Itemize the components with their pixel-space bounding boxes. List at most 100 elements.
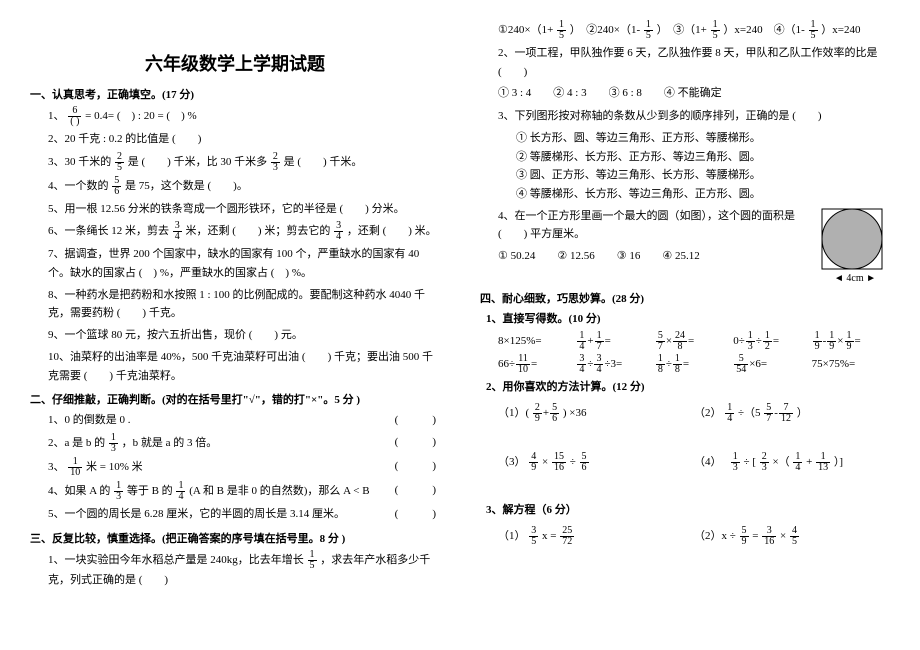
s2q4b: 等于 B 的: [127, 485, 173, 497]
frac-1-3b: 13: [114, 481, 123, 502]
frac-1-10: 110: [68, 457, 82, 478]
q3b: 是 ( ) 千米，比 30 千米多: [128, 156, 267, 168]
frac-3-4b: 34: [334, 221, 343, 242]
s2q2b: ，b 就是 a 的 3 倍。: [122, 437, 218, 449]
c2a: 66÷1110=: [498, 354, 576, 375]
exam-page: 六年级数学上学期试题 一、认真思考，正确填空。(17 分) 1、 6( ) = …: [30, 20, 890, 592]
q1-prefix: 1、: [48, 110, 65, 122]
section-1-heading: 一、认真思考，正确填空。(17 分): [30, 86, 440, 102]
p3a: （3）: [498, 456, 526, 468]
q8: 8、一种药水是把药粉和水按照 1 : 100 的比例配成的。要配制这种药水 40…: [48, 286, 440, 323]
p2a: （2）: [694, 407, 722, 419]
s2q3a: 3、: [48, 461, 65, 473]
p2b: ÷（5: [738, 407, 761, 419]
frac-1-4: 14: [176, 481, 185, 502]
paren1: ( ): [395, 411, 440, 430]
p4c: ×（: [772, 456, 789, 468]
c1c: 57×248=: [655, 331, 733, 352]
s2q1t: 1、0 的倒数是 0 .: [48, 414, 131, 426]
eq-pair: （1） 35 x = 2572 （2）x ÷ 59 = 316 × 45: [498, 526, 890, 547]
section-4-heading: 四、耐心细致，巧思妙算。(28 分): [480, 290, 890, 306]
circle-dim: ◄ 4cm ►: [820, 273, 890, 284]
section-3-heading: 三、反复比较，慎重选择。(把正确答案的序号填在括号里。8 分 ): [30, 530, 440, 546]
c2b: 34÷34÷3=: [576, 354, 654, 375]
p3: （3） 49 × 1516 ÷ 56: [498, 452, 694, 473]
s3q3b: ② 等腰梯形、长方形、正方形、等边三角形、圆。: [516, 148, 890, 167]
q6a: 6、一条绳长 12 米，剪去: [48, 225, 169, 237]
paren2: ( ): [395, 433, 440, 452]
q4a: 4、一个数的: [48, 180, 109, 192]
p4e: ）]: [834, 456, 843, 468]
c2e: 75×75%=: [812, 354, 890, 375]
c2d: 554×6=: [733, 354, 811, 375]
s3q1: 1、一块实验田今年水稻总产量是 240kg，比去年增长 15 ，求去年产水稻多少…: [48, 550, 440, 590]
q4b: 是 75，这个数是 ( )。: [125, 180, 248, 192]
p3c: ÷: [570, 456, 576, 468]
s3q3c: ③ 圆、正方形、等边三角形、长方形、等腰梯形。: [516, 166, 890, 185]
s2q4a: 4、如果 A 的: [48, 485, 110, 497]
p1a: （1）(: [498, 407, 529, 419]
p2c: ）: [797, 407, 808, 419]
calc-row-1: 8×125%= 14+17= 57×248= 0÷13÷12= 19-19×19…: [498, 331, 890, 352]
eq2: （2）x ÷ 59 = 316 × 45: [694, 526, 890, 547]
c1a: 8×125%=: [498, 331, 576, 352]
s3q1-options: ①240×（1+ 15 ） ②240×（1- 15 ） ③（1+ 15 ）x=2…: [498, 20, 890, 41]
p3b: ×: [542, 456, 548, 468]
s4-sub3: 3、解方程（6 分）: [486, 501, 890, 520]
e2c: ×: [780, 530, 786, 542]
c2a-p: 66÷: [498, 358, 515, 370]
q3a: 3、30 千米的: [48, 156, 111, 168]
q6: 6、一条绳长 12 米，剪去 34 米，还剩 ( ) 米；剪去它的 34 ，还剩…: [48, 221, 440, 242]
circle-figure: ◄ 4cm ►: [820, 207, 890, 284]
c1d-p: 0÷: [733, 335, 745, 347]
frac-5-6: 56: [112, 176, 121, 197]
s4-sub1: 1、直接写得数。(10 分): [486, 310, 890, 329]
e2b: =: [752, 530, 758, 542]
frac-3-4a: 34: [173, 221, 182, 242]
paren5: ( ): [395, 505, 440, 524]
e2a: （2）x ÷: [694, 530, 736, 542]
s2q4: 4、如果 A 的 13 等于 B 的 14 (A 和 B 是非 0 的自然数)，…: [48, 481, 440, 502]
q2: 2、20 千克 : 0.2 的比值是 ( ): [48, 130, 440, 149]
o1c: ） ③（1+: [657, 24, 710, 36]
s2q3b: 米 = 10% 米: [86, 461, 143, 473]
q10: 10、油菜籽的出油率是 40%，500 千克油菜籽可出油 ( ) 千克；要出油 …: [48, 348, 440, 385]
left-column: 六年级数学上学期试题 一、认真思考，正确填空。(17 分) 1、 6( ) = …: [30, 20, 440, 592]
frac-2-5: 25: [115, 152, 124, 173]
s3q3d: ④ 等腰梯形、长方形、等边三角形、正方形、圆。: [516, 185, 890, 204]
calc-row-2: 66÷1110= 34÷34÷3= 18÷18= 554×6= 75×75%=: [498, 354, 890, 375]
s2q5t: 5、一个圆的周长是 6.28 厘米，它的半圆的周长是 3.14 厘米。: [48, 508, 345, 520]
p4d: +: [806, 456, 812, 468]
q6b: 米，还剩 ( ) 米；剪去它的: [186, 225, 331, 237]
s2q1: 1、0 的倒数是 0 . ( ): [48, 411, 440, 430]
o1e: ）x=240: [821, 24, 860, 36]
s3q3a: ① 长方形、圆、等边三角形、正方形、等腰梯形。: [516, 129, 890, 148]
s4-sub2: 2、用你喜欢的方法计算。(12 分): [486, 378, 890, 397]
paren4: ( ): [395, 481, 440, 500]
frac-1-5d: 15: [711, 20, 720, 41]
s2q4c: (A 和 B 是非 0 的自然数)，那么 A < B: [189, 485, 369, 497]
s3q1a: 1、一块实验田今年水稻总产量是 240kg，比去年增长: [48, 554, 304, 566]
q4: 4、一个数的 56 是 75，这个数是 ( )。: [48, 176, 440, 197]
q3c: 是 ( ) 千米。: [284, 156, 363, 168]
frac-1-5a: 15: [308, 550, 317, 571]
o1b: ） ②240×（1-: [570, 24, 643, 36]
q9: 9、一个篮球 80 元，按六五折出售，现价 ( ) 元。: [48, 326, 440, 345]
c1d: 0÷13÷12=: [733, 331, 811, 352]
frac-1-5c: 15: [644, 20, 653, 41]
s2q2: 2、a 是 b 的 13 ，b 就是 a 的 3 倍。 ( ): [48, 433, 440, 454]
q1-rest: = 0.4= ( ) : 20 = ( ) %: [85, 110, 196, 122]
frac-2-3: 23: [271, 152, 280, 173]
q3: 3、30 千米的 25 是 ( ) 千米，比 30 千米多 23 是 ( ) 千…: [48, 152, 440, 173]
calc-pair-2: （3） 49 × 1516 ÷ 56 （4） 13 ÷ [ 23 ×（ 14 +…: [498, 452, 890, 473]
p4b: ÷ [: [744, 456, 756, 468]
right-column: ①240×（1+ 15 ） ②240×（1- 15 ） ③（1+ 15 ）x=2…: [480, 20, 890, 592]
s2q3: 3、 110 米 = 10% 米 ( ): [48, 457, 440, 478]
q5: 5、用一根 12.56 分米的铁条弯成一个圆形铁环，它的半径是 ( ) 分米。: [48, 200, 440, 219]
s2q2a: 2、a 是 b 的: [48, 437, 105, 449]
q1: 1、 6( ) = 0.4= ( ) : 20 = ( ) %: [48, 106, 440, 127]
s3q2: 2、一项工程，甲队独作要 6 天，乙队独作要 8 天，甲队和乙队工作效率的比是 …: [498, 44, 890, 81]
paren3: ( ): [395, 457, 440, 476]
frac-6-0: 6( ): [68, 106, 81, 127]
frac-1-5b: 15: [557, 20, 566, 41]
